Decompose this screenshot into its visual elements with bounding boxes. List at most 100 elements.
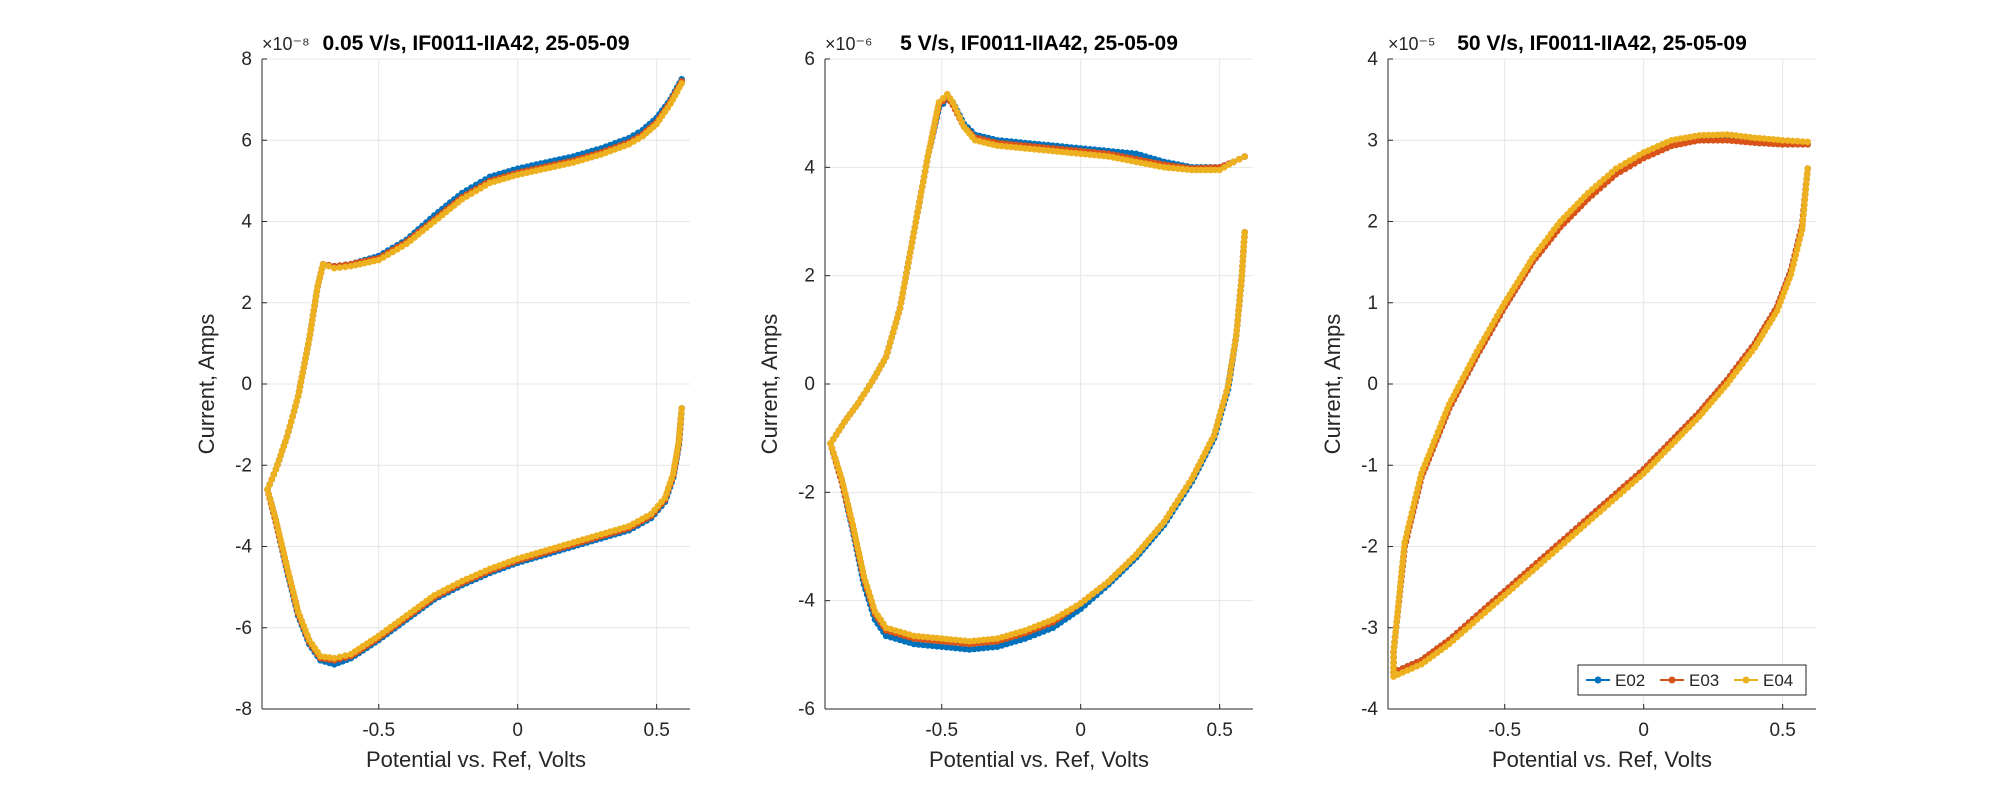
data-point <box>847 511 854 518</box>
data-point <box>336 264 344 271</box>
x-axis-label: Potential vs. Ref, Volts <box>929 747 1149 772</box>
data-point <box>1802 185 1810 193</box>
data-point <box>951 103 959 111</box>
data-point <box>1392 628 1399 636</box>
series-E04 <box>827 90 1248 645</box>
data-point <box>1233 331 1240 339</box>
data-point <box>1390 673 1397 680</box>
data-point <box>678 405 685 412</box>
y-tick-label: 4 <box>1367 49 1378 70</box>
data-point <box>929 128 937 136</box>
data-point <box>1709 131 1717 139</box>
y-exponent-label: ×10⁻⁶ <box>825 34 872 54</box>
data-point <box>931 118 939 126</box>
data-point <box>1390 663 1397 671</box>
data-point <box>1235 155 1243 163</box>
data-point <box>905 259 912 267</box>
data-point <box>1803 170 1811 178</box>
data-point <box>1391 638 1398 646</box>
data-point <box>1237 287 1244 294</box>
data-point <box>1238 267 1246 275</box>
data-point <box>1241 153 1248 160</box>
data-point <box>1240 243 1247 251</box>
y-tick-label: -2 <box>1361 537 1378 558</box>
series-E03 <box>827 93 1248 648</box>
y-tick-label: 2 <box>804 266 815 287</box>
data-point <box>836 470 844 478</box>
data-point <box>927 138 935 145</box>
data-point <box>916 198 923 206</box>
legend-entry-label: E03 <box>1689 671 1719 690</box>
data-point <box>1390 643 1398 651</box>
data-point <box>1398 569 1405 576</box>
x-tick-label: 0 <box>512 720 523 741</box>
data-point <box>1705 137 1712 144</box>
y-tick-label: 0 <box>1367 374 1378 395</box>
data-point <box>913 213 920 221</box>
data-point <box>285 428 292 436</box>
legend-swatch-marker <box>1668 676 1676 684</box>
data-point <box>1792 251 1800 258</box>
data-point <box>1404 524 1412 531</box>
series-line-E02-reverse <box>1392 137 1808 673</box>
data-point <box>264 486 271 493</box>
series-line-E02-forward <box>1393 168 1809 674</box>
data-point <box>907 244 915 251</box>
data-point <box>1236 297 1243 304</box>
y-tick-label: 1 <box>1367 293 1378 314</box>
data-point <box>920 173 928 180</box>
data-point <box>1241 229 1248 236</box>
data-point <box>902 274 909 282</box>
data-point <box>1227 368 1234 375</box>
data-point <box>1193 166 1200 174</box>
y-tick-label: -8 <box>235 699 252 720</box>
data-point <box>342 263 349 271</box>
data-point <box>1226 373 1233 380</box>
series-line-E02-forward <box>266 408 683 666</box>
data-point <box>1789 137 1796 145</box>
data-point <box>268 501 276 509</box>
data-point <box>1233 327 1241 334</box>
data-point <box>1408 509 1416 517</box>
data-point <box>289 588 297 595</box>
data-point <box>919 178 927 186</box>
y-tick-label: 8 <box>241 49 252 70</box>
series-line-E04-reverse <box>1392 133 1808 677</box>
data-point <box>934 104 942 111</box>
data-point <box>294 392 302 400</box>
data-point <box>1393 618 1400 626</box>
data-point <box>289 413 296 420</box>
data-point <box>1705 131 1712 139</box>
data-point <box>860 573 868 580</box>
data-point <box>268 476 276 483</box>
y-tick-label: 4 <box>241 212 252 233</box>
chart-panel-1: -0.5 0 0.5 -8 -6 -4 -2 0 2 4 6 8 ×10⁻⁸ 0.05 V/s, IF00… <box>194 32 690 772</box>
data-point <box>1709 137 1717 144</box>
data-point <box>1235 307 1242 314</box>
data-point <box>944 90 951 98</box>
data-point <box>910 229 918 236</box>
data-point <box>899 289 907 297</box>
series-line-E04-forward <box>1393 168 1809 678</box>
data-point <box>1397 574 1405 581</box>
data-point <box>1801 200 1808 208</box>
chart-panel-2: -0.5 0 0.5 -6 -4 -2 0 2 4 6 ×10⁻⁶ 5 V/s, IF0011-IIA… <box>757 32 1253 772</box>
data-point <box>1232 337 1239 344</box>
y-axis-label: Current, Amps <box>194 314 219 455</box>
series-line-E03-reverse <box>1392 139 1808 673</box>
y-tick-label: 0 <box>241 374 252 395</box>
data-point <box>921 168 929 175</box>
data-point <box>1391 633 1399 641</box>
data-point <box>272 466 280 473</box>
data-point <box>1237 282 1245 289</box>
data-point <box>270 471 278 478</box>
data-point <box>342 652 349 659</box>
y-axis-label: Current, Amps <box>757 314 782 455</box>
data-point <box>1395 594 1403 601</box>
data-point <box>865 588 872 595</box>
legend-entry-label: E02 <box>1615 671 1645 690</box>
data-point <box>1790 261 1797 268</box>
series-line-E03-forward <box>829 232 1246 646</box>
